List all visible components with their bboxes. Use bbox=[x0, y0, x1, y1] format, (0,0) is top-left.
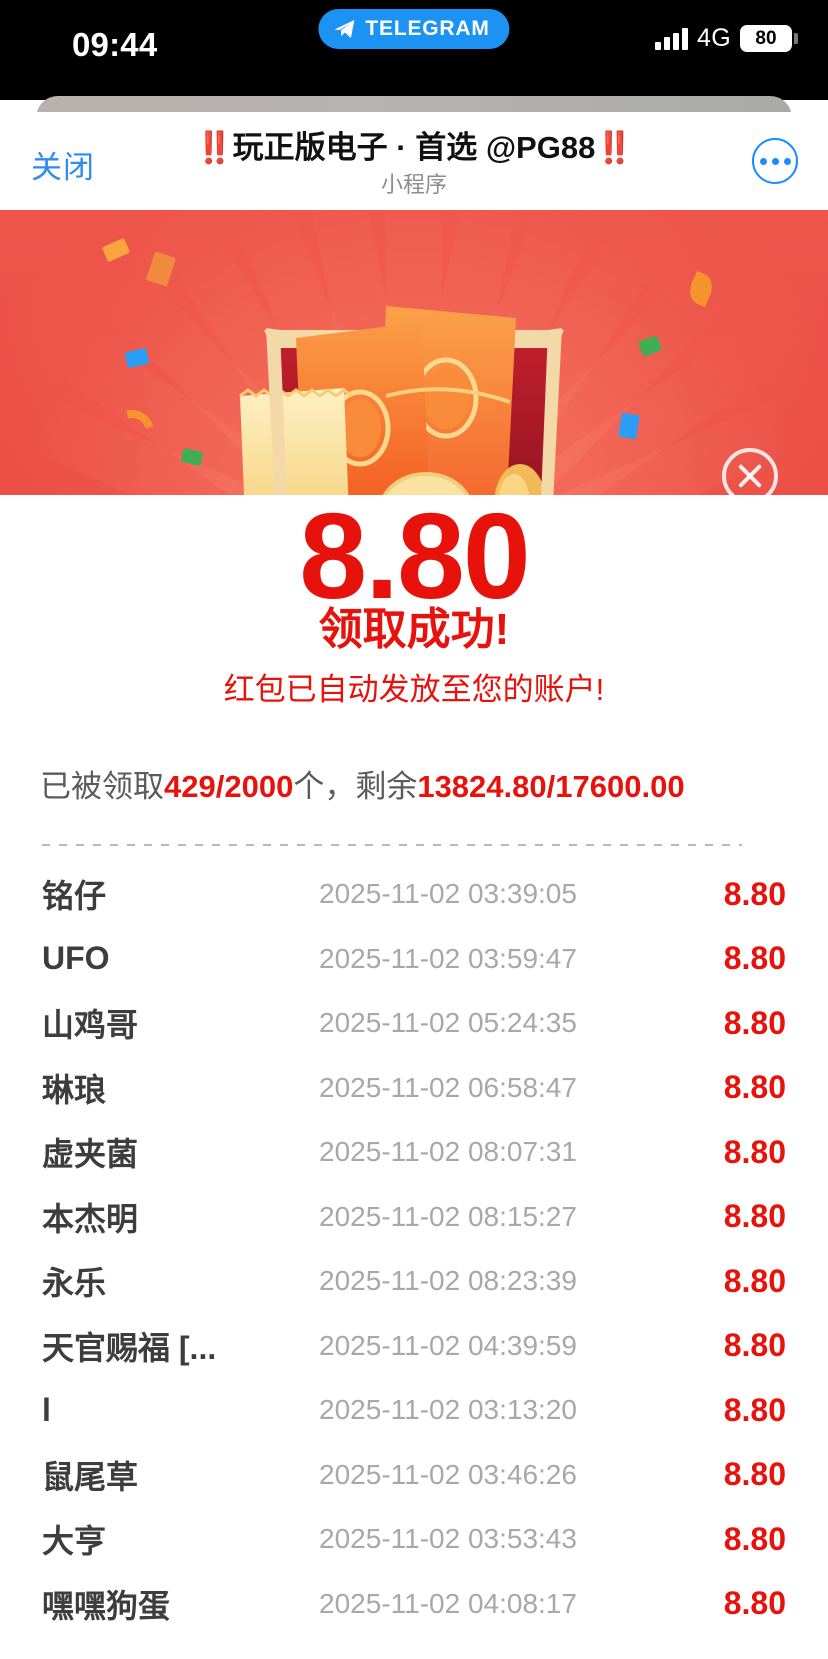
double-exclamation-icon-right: ‼️ bbox=[595, 130, 634, 165]
claimed-amount: 8.80 bbox=[299, 488, 530, 624]
row-amount: 8.80 bbox=[723, 940, 786, 977]
row-amount: 8.80 bbox=[723, 1262, 786, 1299]
claim-success-text: 领取成功! bbox=[318, 605, 510, 654]
stats-remaining-prefix: 剩余 bbox=[355, 769, 418, 804]
claim-description-text: 红包已自动发放至您的账户! bbox=[223, 672, 605, 707]
stats-claimed-slash: / bbox=[215, 769, 225, 804]
row-user-name: 本杰明 bbox=[42, 1200, 139, 1237]
stats-claimed-prefix: 已被领取 bbox=[40, 769, 164, 804]
page-subtitle: 小程序 bbox=[380, 172, 447, 197]
signal-strength-icon bbox=[655, 27, 689, 50]
page-title-text: 玩正版电子 · 首选 @PG88 bbox=[232, 130, 596, 165]
red-packet-hero-banner bbox=[0, 210, 828, 495]
row-user-name: 天官赐福 [... bbox=[42, 1329, 217, 1366]
mini-program-header: 关闭 ‼️玩正版电子 · 首选 @PG88‼️ 小程序 bbox=[0, 112, 828, 210]
row-user-name: 鼠尾草 bbox=[42, 1458, 139, 1495]
row-amount: 8.80 bbox=[723, 1198, 786, 1235]
header-title-block: ‼️玩正版电子 · 首选 @PG88‼️ 小程序 bbox=[0, 128, 828, 200]
table-row[interactable]: UFO 2025-11-02 03:59:47 8.80 bbox=[0, 927, 828, 992]
table-row[interactable]: 嘿嘿狗蛋 2025-11-02 04:08:17 8.80 bbox=[0, 1572, 828, 1637]
row-user-name: 山鸡哥 bbox=[42, 1007, 139, 1044]
table-row[interactable]: 天官赐福 [... 2025-11-02 04:39:59 8.80 bbox=[0, 1314, 828, 1379]
status-bar-time: 09:44 bbox=[72, 26, 158, 63]
row-user-name: 大亨 bbox=[42, 1523, 107, 1560]
ellipsis-icon[interactable] bbox=[752, 138, 798, 184]
row-amount: 8.80 bbox=[723, 875, 786, 912]
row-amount: 8.80 bbox=[723, 1133, 786, 1170]
table-row[interactable]: 山鸡哥 2025-11-02 05:24:35 8.80 bbox=[0, 991, 828, 1056]
row-timestamp: 2025-11-02 06:58:47 bbox=[319, 1071, 577, 1103]
row-amount: 8.80 bbox=[723, 1456, 786, 1493]
claim-stats-line: 已被领取429/2000个，剩余13824.80/17600.00 bbox=[40, 766, 788, 808]
network-type-label: 4G bbox=[697, 24, 731, 52]
stats-remaining-amount: 13824.80 bbox=[417, 769, 547, 804]
row-user-name: 永乐 bbox=[42, 1265, 107, 1302]
stats-remaining-slash: / bbox=[546, 769, 556, 804]
double-exclamation-icon-left: ‼️ bbox=[195, 130, 234, 165]
table-row[interactable]: 琳琅 2025-11-02 06:58:47 8.80 bbox=[0, 1056, 828, 1121]
table-row[interactable]: l 2025-11-02 03:13:20 8.80 bbox=[0, 1378, 828, 1443]
row-timestamp: 2025-11-02 04:39:59 bbox=[319, 1329, 577, 1361]
page-title: ‼️玩正版电子 · 首选 @PG88‼️ bbox=[0, 128, 828, 168]
telegram-plane-icon bbox=[334, 20, 355, 38]
stats-claimed-total: 2000 bbox=[224, 769, 294, 804]
ios-status-bar: 09:44 TELEGRAM 4G 80 bbox=[0, 0, 828, 100]
table-row[interactable]: 永乐 2025-11-02 08:23:39 8.80 bbox=[0, 1249, 828, 1314]
row-timestamp: 2025-11-02 08:15:27 bbox=[319, 1200, 577, 1232]
row-timestamp: 2025-11-02 04:08:17 bbox=[319, 1587, 577, 1619]
close-miniprogram-button[interactable]: 关闭 bbox=[31, 150, 95, 185]
row-timestamp: 2025-11-02 03:59:47 bbox=[319, 942, 577, 974]
section-divider bbox=[42, 844, 742, 846]
row-amount: 8.80 bbox=[723, 1585, 786, 1622]
red-envelope-illustration bbox=[239, 306, 564, 495]
table-row[interactable]: 大亨 2025-11-02 03:53:43 8.80 bbox=[0, 1507, 828, 1572]
row-user-name: 虚夹菌 bbox=[42, 1136, 139, 1173]
row-timestamp: 2025-11-02 05:24:35 bbox=[319, 1007, 577, 1039]
status-bar-indicators: 4G 80 bbox=[655, 24, 798, 53]
row-user-name: l bbox=[42, 1391, 51, 1428]
telegram-recording-pill[interactable]: TELEGRAM bbox=[318, 9, 510, 49]
row-timestamp: 2025-11-02 03:39:05 bbox=[319, 878, 577, 910]
row-amount: 8.80 bbox=[723, 1391, 786, 1428]
stats-claimed-count: 429 bbox=[164, 769, 216, 804]
table-row[interactable]: 本杰明 2025-11-02 08:15:27 8.80 bbox=[0, 1185, 828, 1250]
row-user-name: 铭仔 bbox=[42, 878, 107, 915]
row-user-name: UFO bbox=[42, 940, 110, 977]
stats-claimed-unit: 个， bbox=[293, 769, 356, 804]
battery-icon: 80 bbox=[740, 25, 798, 52]
row-amount: 8.80 bbox=[723, 1069, 786, 1106]
table-row[interactable]: 鼠尾草 2025-11-02 03:46:26 8.80 bbox=[0, 1443, 828, 1508]
stats-remaining-total: 17600.00 bbox=[555, 769, 685, 804]
row-amount: 8.80 bbox=[723, 1520, 786, 1557]
row-amount: 8.80 bbox=[723, 1004, 786, 1041]
row-user-name: 嘿嘿狗蛋 bbox=[42, 1587, 171, 1624]
table-row[interactable]: 虚夹菌 2025-11-02 08:07:31 8.80 bbox=[0, 1120, 828, 1185]
row-user-name: 琳琅 bbox=[42, 1071, 107, 1108]
row-timestamp: 2025-11-02 03:46:26 bbox=[319, 1458, 577, 1490]
claim-records-list[interactable]: 铭仔 2025-11-02 03:39:05 8.80 UFO 2025-11-02 0… bbox=[0, 862, 828, 1636]
close-circle-icon[interactable] bbox=[722, 448, 778, 495]
row-timestamp: 2025-11-02 03:13:20 bbox=[319, 1394, 577, 1426]
table-row[interactable]: 铭仔 2025-11-02 03:39:05 8.80 bbox=[0, 862, 828, 927]
row-timestamp: 2025-11-02 08:23:39 bbox=[319, 1265, 577, 1297]
row-amount: 8.80 bbox=[723, 1327, 786, 1364]
telegram-pill-label: TELEGRAM bbox=[365, 17, 490, 40]
row-timestamp: 2025-11-02 08:07:31 bbox=[319, 1136, 577, 1168]
row-timestamp: 2025-11-02 03:53:43 bbox=[319, 1523, 577, 1555]
